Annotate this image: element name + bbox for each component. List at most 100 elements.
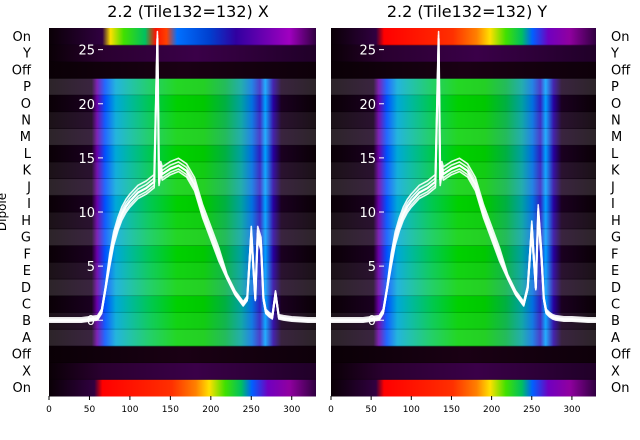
- heatmap-row-i: [49, 195, 316, 213]
- overlay-point: [268, 313, 270, 316]
- heatmap-row-m: [49, 128, 316, 146]
- dipole-label: Off: [611, 63, 631, 78]
- heatmap-row-l: [331, 145, 596, 163]
- overlay-point: [330, 319, 332, 322]
- dipole-label: B: [22, 314, 31, 329]
- overlay-point: [145, 187, 148, 190]
- heatmap-row-a: [331, 329, 596, 347]
- overlay-y-tick-label: 20: [78, 98, 95, 113]
- overlay-point: [282, 317, 285, 319]
- overlay-point: [158, 178, 160, 181]
- overlay-point: [406, 205, 409, 208]
- overlay-point: [112, 238, 115, 241]
- heatmap-row-b: [49, 312, 316, 330]
- overlay-point: [156, 37, 159, 40]
- overlay-point: [390, 259, 393, 262]
- overlay-point: [378, 317, 381, 319]
- dipole-label: P: [611, 80, 619, 95]
- overlay-point: [394, 238, 397, 241]
- dipole-label: E: [611, 264, 619, 279]
- overlay-point: [120, 213, 123, 216]
- overlay-point: [80, 319, 83, 322]
- x-tick-label: 50: [365, 405, 377, 415]
- overlay-point: [534, 286, 537, 289]
- heatmap-row-d: [331, 278, 596, 297]
- dipole-label: Off: [12, 63, 32, 78]
- heatmap-row-a: [49, 329, 316, 347]
- dipole-label: Off: [611, 348, 631, 363]
- dipole-label: Y: [22, 47, 31, 62]
- dipole-label: X: [611, 364, 620, 379]
- dipole-label: L: [24, 147, 32, 162]
- overlay-point: [545, 310, 548, 313]
- overlay-point: [161, 173, 164, 176]
- overlay-point: [402, 213, 405, 216]
- overlay-point: [442, 173, 445, 176]
- overlay-point: [571, 318, 573, 321]
- overlay-point: [514, 292, 517, 295]
- overlay-point: [466, 170, 469, 172]
- overlay-point: [315, 319, 317, 322]
- x-tick-label: 300: [283, 405, 300, 415]
- heatmap-row-c: [49, 295, 316, 313]
- panel-title: 2.2 (Tile132=132) X: [107, 2, 269, 21]
- overlay-point: [218, 254, 220, 257]
- overlay-point: [398, 224, 401, 226]
- heatmap-row-j: [331, 178, 596, 196]
- overlay-point: [554, 317, 557, 319]
- overlay-point: [490, 232, 493, 235]
- overlay-y-tick-label: 15: [78, 152, 95, 167]
- overlay-trace: [49, 44, 316, 323]
- overlay-point: [434, 180, 437, 183]
- heatmap-row-on: [49, 28, 316, 46]
- overlay-point: [271, 316, 274, 318]
- dipole-label: N: [21, 114, 31, 129]
- overlay-point: [437, 37, 440, 40]
- overlay-point: [551, 316, 554, 318]
- overlay-point: [426, 187, 429, 190]
- overlay-y-tick-label: 25: [359, 44, 376, 59]
- heatmap-row-p: [49, 78, 316, 96]
- heatmap-row-off: [49, 345, 316, 364]
- dipole-label: On: [611, 30, 629, 45]
- heatmap-row-x: [331, 362, 596, 380]
- overlay-point: [522, 303, 525, 305]
- overlay-trace: [49, 30, 316, 319]
- dipole-label: F: [611, 247, 618, 262]
- x-tick-label: 0: [46, 405, 52, 415]
- dipole-label: N: [611, 114, 621, 129]
- overlay-point: [587, 319, 589, 322]
- heatmap-row-k: [49, 161, 316, 180]
- heatmap-row-n: [331, 111, 596, 129]
- dipole-label: J: [610, 180, 615, 195]
- overlay-point: [260, 243, 262, 246]
- x-tick-label: 250: [523, 405, 540, 415]
- overlay-point: [482, 211, 485, 213]
- overlay-point: [450, 167, 453, 170]
- overlay-y-tick-label: 5: [87, 260, 95, 275]
- overlay-point: [506, 276, 509, 278]
- dipole-label: D: [611, 281, 621, 296]
- overlay-point: [159, 167, 162, 170]
- heatmap-row-b: [331, 312, 596, 330]
- heatmap-row-on: [331, 379, 596, 397]
- overlay-point: [209, 232, 212, 235]
- x-tick-label: 150: [443, 405, 460, 415]
- dipole-label: D: [21, 281, 31, 296]
- dipole-label: O: [611, 97, 621, 112]
- dipole-label: On: [13, 30, 31, 45]
- overlay-point: [386, 286, 389, 289]
- overlay-point: [254, 297, 257, 300]
- x-tick-label: 0: [328, 405, 334, 415]
- dipole-label: L: [611, 147, 619, 162]
- overlay-point: [153, 180, 156, 183]
- overlay-point: [104, 286, 107, 289]
- overlay-point: [537, 211, 540, 213]
- overlay-point: [362, 319, 364, 322]
- overlay-point: [250, 232, 253, 235]
- dipole-label: On: [13, 381, 31, 396]
- overlay-point: [498, 254, 501, 257]
- dipole-label: K: [611, 164, 620, 179]
- dipole-label: C: [611, 298, 620, 313]
- heatmap-row-n: [49, 111, 316, 129]
